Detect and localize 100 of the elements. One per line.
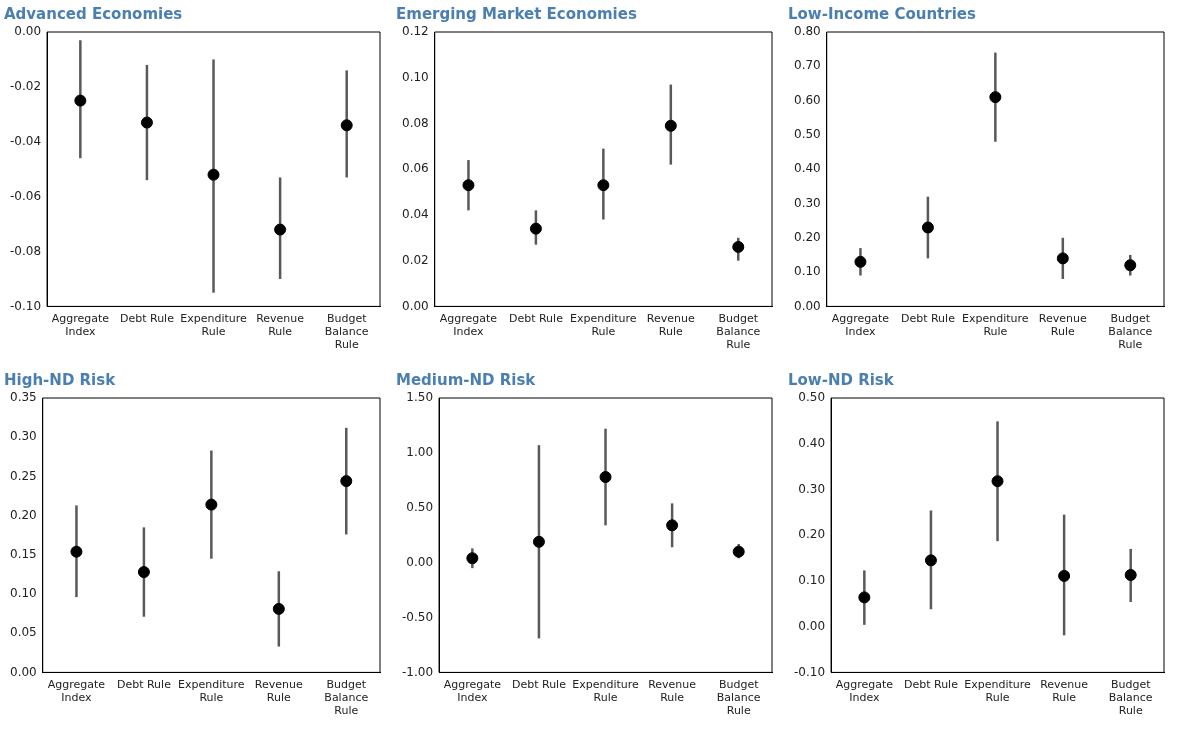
y-tick-label: 0.02 <box>402 252 429 267</box>
y-tick-label: 0.00 <box>402 298 429 313</box>
y-tick-label: 0.50 <box>794 127 821 142</box>
y-tick-label: 0.00 <box>798 618 826 633</box>
y-tick-label: 0.06 <box>402 161 429 176</box>
x-tick-label: Revenue Rule <box>254 677 303 705</box>
y-tick-label: 0.00 <box>794 298 821 313</box>
y-tick-label: 0.12 <box>402 24 429 39</box>
point <box>529 222 542 235</box>
point <box>140 116 153 129</box>
x-tick-label: Expenditure Rule <box>180 311 248 339</box>
point <box>989 91 1002 104</box>
y-tick-label: -0.08 <box>9 243 42 258</box>
point <box>205 498 218 511</box>
x-tick-label: Expenditure Rule <box>964 677 1032 705</box>
x-tick-label: Aggregate Index <box>831 311 890 339</box>
y-tick-label: 0.30 <box>794 195 821 210</box>
y-tick-label: 0.40 <box>794 161 821 176</box>
point <box>732 545 745 558</box>
x-tick-label: Debt Rule <box>119 311 175 325</box>
point <box>664 119 677 132</box>
x-tick-label: Aggregate Index <box>47 677 106 705</box>
point <box>597 179 610 192</box>
point <box>466 552 479 565</box>
x-tick-label: Debt Rule <box>900 311 956 325</box>
point <box>272 602 285 615</box>
y-tick-label: 0.20 <box>10 507 37 522</box>
y-tick-label: 0.00 <box>406 554 434 569</box>
y-tick-label: 0.04 <box>402 207 429 222</box>
y-tick-label: -1.00 <box>401 664 434 679</box>
y-tick-label: 0.50 <box>406 499 434 514</box>
y-tick-label: 0.05 <box>10 625 37 640</box>
y-tick-label: 1.00 <box>406 445 434 460</box>
y-tick-label: 0.10 <box>10 586 37 601</box>
y-tick-label: -0.10 <box>9 298 42 313</box>
point <box>924 554 937 567</box>
point <box>1058 569 1071 582</box>
point <box>1056 252 1069 265</box>
chart-title: High-ND Risk <box>4 370 117 389</box>
y-tick-label: 0.00 <box>14 24 42 39</box>
y-tick-label: -0.06 <box>9 188 42 203</box>
y-tick-label: 0.20 <box>798 527 826 542</box>
point <box>666 519 679 532</box>
x-tick-label: Debt Rule <box>508 311 564 325</box>
point <box>340 119 353 132</box>
x-tick-label: Expenditure Rule <box>572 677 640 705</box>
x-tick-label: Expenditure Rule <box>178 677 245 705</box>
point <box>532 535 545 548</box>
x-tick-label: Budget Balance Rule <box>716 677 761 718</box>
x-tick-label: Debt Rule <box>903 677 959 691</box>
x-tick-label: Revenue Rule <box>648 677 697 705</box>
point <box>462 179 475 192</box>
x-tick-label: Aggregate Index <box>439 311 498 339</box>
x-tick-label: Aggregate Index <box>443 677 502 705</box>
point <box>599 471 612 484</box>
y-tick-label: -0.50 <box>401 609 434 624</box>
y-tick-label: 0.20 <box>794 229 821 244</box>
point <box>991 475 1004 488</box>
point <box>274 223 287 236</box>
y-tick-label: 1.50 <box>406 390 434 405</box>
point <box>1124 259 1137 272</box>
x-tick-label: Revenue Rule <box>646 311 695 339</box>
point <box>732 240 745 253</box>
y-tick-label: 0.25 <box>10 468 37 483</box>
y-tick-label: -0.04 <box>9 133 42 148</box>
x-tick-label: Budget Balance Rule <box>1108 677 1153 718</box>
x-tick-label: Revenue Rule <box>256 311 305 339</box>
x-tick-label: Aggregate Index <box>835 677 894 705</box>
point <box>921 221 934 234</box>
y-tick-label: 0.10 <box>798 573 826 588</box>
y-tick-label: 0.10 <box>402 69 429 84</box>
point <box>340 475 353 488</box>
chart-title: Low-ND Risk <box>788 370 895 389</box>
x-tick-label: Budget Balance Rule <box>324 311 369 352</box>
chart-title: Medium-ND Risk <box>396 370 537 389</box>
x-tick-label: Budget Balance Rule <box>1108 311 1153 352</box>
y-tick-label: 0.15 <box>10 546 37 561</box>
x-tick-label: Debt Rule <box>511 677 567 691</box>
point <box>858 591 871 604</box>
y-tick-label: 0.40 <box>798 435 826 450</box>
y-tick-label: 0.00 <box>10 664 37 679</box>
chart-title: Low-Income Countries <box>788 4 976 23</box>
x-tick-label: Revenue Rule <box>1040 677 1089 705</box>
point <box>1124 568 1137 581</box>
y-tick-label: 0.30 <box>798 481 826 496</box>
point <box>137 566 150 579</box>
x-tick-label: Budget Balance Rule <box>716 311 761 352</box>
x-tick-label: Expenditure Rule <box>962 311 1029 339</box>
x-tick-label: Budget Balance Rule <box>324 677 369 718</box>
y-tick-label: 0.10 <box>794 264 821 279</box>
x-tick-label: Aggregate Index <box>51 311 110 339</box>
point <box>854 255 867 268</box>
chart-title: Advanced Economies <box>4 4 183 23</box>
y-tick-label: 0.50 <box>798 390 826 405</box>
y-tick-label: -0.02 <box>9 79 42 93</box>
y-tick-label: 0.80 <box>794 24 821 39</box>
x-tick-label: Revenue Rule <box>1038 311 1087 339</box>
y-tick-label: 0.08 <box>402 115 429 130</box>
y-tick-label: 0.35 <box>10 390 37 405</box>
x-tick-label: Debt Rule <box>116 677 172 691</box>
